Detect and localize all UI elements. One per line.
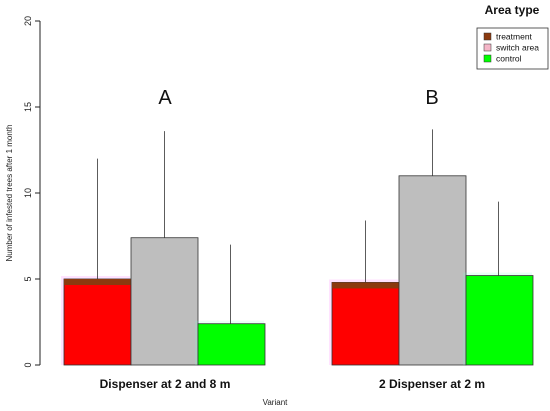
bar-cap-treatment-1 [64,279,131,285]
y-axis-ticks: 0 5 10 15 20 [23,16,40,368]
bar-control-2 [465,275,534,366]
legend-swatch-switch-area [483,43,492,52]
y-axis: 0 5 10 15 20 [23,16,41,368]
x-axis-title: Variant [263,398,289,407]
y-tick-label-15: 15 [23,102,33,112]
legend-label-switch-area: switch area [496,43,539,53]
category-label-1: Dispenser at 2 and 8 m [100,377,231,391]
legend-label-treatment: treatment [496,32,533,42]
y-tick-label-10: 10 [23,188,33,198]
category-label-2: 2 Dispenser at 2 m [379,377,485,391]
bar-control-1 [197,323,266,366]
y-tick-label-20: 20 [23,16,33,26]
panel-label-a: A [158,87,172,109]
bar-treatment-1 [63,278,132,366]
bars-group [61,129,534,366]
bar-treatment-2 [331,282,400,366]
y-tick-label-5: 5 [23,276,33,281]
bar-cap-treatment-2 [332,282,399,289]
bar-switch-area-1 [130,237,199,366]
y-tick-label-0: 0 [23,362,33,367]
y-axis-title: Number of infested trees after 1 month [5,125,14,262]
legend-label-control: control [496,54,522,64]
panel-label-b: B [425,87,438,109]
legend-title: Area type [485,3,540,17]
legend-swatch-control [483,54,492,63]
bar-switch-area-2 [398,175,467,366]
legend-box [476,27,549,70]
legend-swatch-treatment [483,32,492,41]
